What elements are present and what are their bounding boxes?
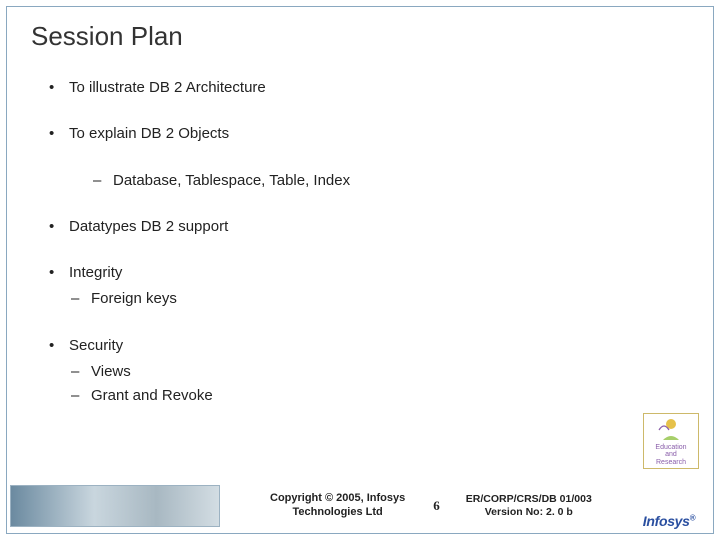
copyright-line: Technologies Ltd [293,506,383,518]
bullet-text: Integrity [69,264,122,281]
sub-item: Database, Tablespace, Table, Index [91,171,673,191]
bullet-item: Integrity Foreign keys [47,263,673,310]
page-number: 6 [433,498,440,514]
sub-item: Foreign keys [69,289,673,309]
doc-id-line: Version No: 2. 0 b [485,506,573,518]
sub-item: Grant and Revoke [69,386,673,406]
bullet-item: To explain DB 2 Objects Database, Tables… [47,124,673,191]
bullet-list: To illustrate DB 2 Architecture To expla… [47,78,673,406]
education-research-badge: Education and Research [643,413,699,469]
bullet-text: Datatypes DB 2 support [69,218,228,235]
badge-line: and [665,451,677,458]
badge-line: Research [656,459,686,466]
bullet-item: Datatypes DB 2 support [47,217,673,237]
logo-word: Infosys [643,513,690,529]
copyright-block: Copyright © 2005, Infosys Technologies L… [270,492,405,520]
sub-list: Database, Tablespace, Table, Index [91,171,673,191]
sub-list: Foreign keys [69,289,673,309]
sub-list: Views Grant and Revoke [69,362,673,407]
bullet-text: Security [69,337,123,354]
slide-footer: Copyright © 2005, Infosys Technologies L… [6,478,714,534]
doc-id-line: ER/CORP/CRS/DB 01/003 [466,493,592,505]
slide-frame: Session Plan To illustrate DB 2 Architec… [6,6,714,534]
footer-decorative-image [10,485,220,527]
copyright-line: Copyright © 2005, Infosys [270,492,405,504]
document-id-block: ER/CORP/CRS/DB 01/003 Version No: 2. 0 b [466,493,592,519]
sub-item: Views [69,362,673,382]
badge-text: Education and Research [655,444,686,466]
bullet-item: Security Views Grant and Revoke [47,336,673,407]
badge-line: Education [655,444,686,451]
slide-content: To illustrate DB 2 Architecture To expla… [7,52,713,406]
bullet-item: To illustrate DB 2 Architecture [47,78,673,98]
infosys-logo: Infosys® [630,483,708,529]
logo-text: Infosys® [643,513,696,529]
slide-title: Session Plan [7,7,713,52]
bullet-text: To explain DB 2 Objects [69,125,229,142]
bullet-text: To illustrate DB 2 Architecture [69,79,266,96]
person-icon [656,416,686,442]
registered-mark: ® [690,513,696,522]
